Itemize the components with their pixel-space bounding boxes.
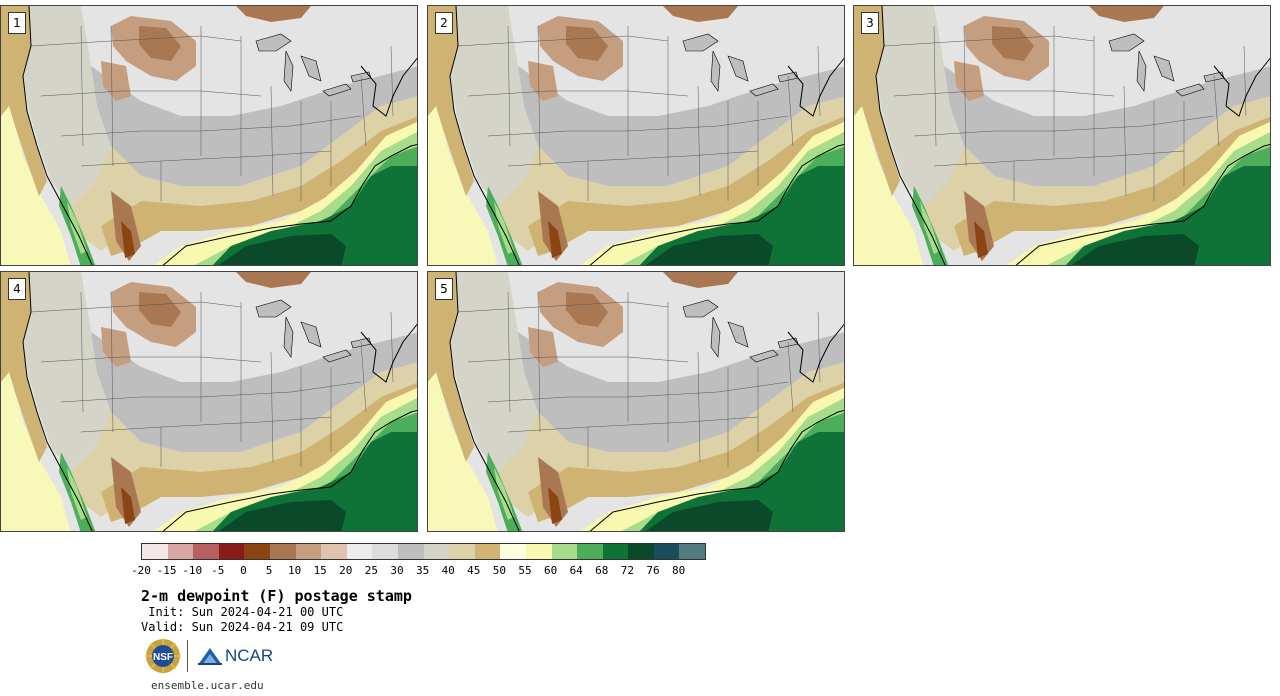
logo-divider <box>187 640 188 672</box>
colorbar-segment <box>346 544 373 559</box>
dewpoint-colorbar <box>141 543 707 560</box>
colorbar-tick-label: -20 <box>131 564 151 577</box>
panel-number-label: 1 <box>8 12 26 34</box>
colorbar-tick-label: 10 <box>287 564 302 577</box>
colorbar-segment <box>397 544 424 559</box>
colorbar-segment <box>653 544 680 559</box>
colorbar-segment <box>218 544 245 559</box>
colorbar-segment <box>474 544 501 559</box>
colorbar-tick-label: 25 <box>364 564 379 577</box>
colorbar-segment <box>577 544 603 559</box>
colorbar-tick-label: 80 <box>671 564 686 577</box>
colorbar-tick-label: 55 <box>518 564 532 577</box>
map-panel-1: 1 <box>0 5 418 266</box>
map-panel-4: 4 <box>0 271 418 532</box>
colorbar-tick-label: 30 <box>390 564 404 577</box>
panel-number-label: 5 <box>435 278 453 300</box>
panel-number-label: 3 <box>861 12 879 34</box>
colorbar-tick-labels: -20 -15 -10 -5 0 5 10 15 20 25 30 35 40 45 50 55 60 64 68 7… <box>131 564 761 578</box>
colorbar-tick-label: 72 <box>620 564 635 577</box>
colorbar-segment <box>372 544 398 559</box>
valid-time: Valid: Sun 2024-04-21 09 UTC <box>141 620 344 634</box>
map-panel-5: 5 <box>427 271 845 532</box>
colorbar-segment <box>244 544 270 559</box>
chart-title: 2-m dewpoint (F) postage stamp <box>141 587 412 605</box>
colorbar-tick-label: 40 <box>441 564 455 577</box>
colorbar-tick-label: -10 <box>182 564 203 577</box>
nsf-logo: NSF <box>145 638 181 674</box>
map-panel-3: 3 <box>853 5 1271 266</box>
colorbar-segment <box>321 544 347 559</box>
colorbar-tick-label: -15 <box>156 564 177 577</box>
colorbar-segment <box>295 544 322 559</box>
colorbar-tick-label: 20 <box>339 564 353 577</box>
colorbar-segment <box>551 544 578 559</box>
map-panel-2: 2 <box>427 5 845 266</box>
colorbar-tick-label: 35 <box>415 564 430 577</box>
ncar-logo-text: NCAR <box>225 646 274 665</box>
colorbar-segment <box>449 544 475 559</box>
colorbar-tick-label: 45 <box>467 564 481 577</box>
colorbar-segment <box>423 544 450 559</box>
colorbar-segment <box>602 544 629 559</box>
ncar-logo: NCAR <box>197 643 273 669</box>
colorbar-segment <box>628 544 654 559</box>
colorbar-segment <box>269 544 296 559</box>
colorbar-segment <box>500 544 526 559</box>
nsf-logo-text: NSF <box>153 652 173 663</box>
colorbar-tick-label: 50 <box>492 564 507 577</box>
colorbar-segment <box>167 544 194 559</box>
colorbar-tick-label: 76 <box>646 564 660 577</box>
colorbar-tick-label: 0 <box>240 564 247 577</box>
colorbar-tick-label: 5 <box>265 564 273 577</box>
colorbar-segment <box>525 544 552 559</box>
colorbar-tick-label: 64 <box>569 564 583 577</box>
colorbar-tick-label: 68 <box>595 564 609 577</box>
colorbar-tick-label: 60 <box>543 564 558 577</box>
colorbar-segment <box>679 544 706 559</box>
colorbar-tick-label: 15 <box>313 564 327 577</box>
panel-number-label: 2 <box>435 12 453 34</box>
colorbar-segment <box>142 544 168 559</box>
website-url: ensemble.ucar.edu <box>151 679 264 692</box>
panel-number-label: 4 <box>8 278 26 300</box>
colorbar-tick-label: -5 <box>211 564 225 577</box>
colorbar-segment <box>193 544 219 559</box>
init-time: Init: Sun 2024-04-21 00 UTC <box>141 605 344 619</box>
